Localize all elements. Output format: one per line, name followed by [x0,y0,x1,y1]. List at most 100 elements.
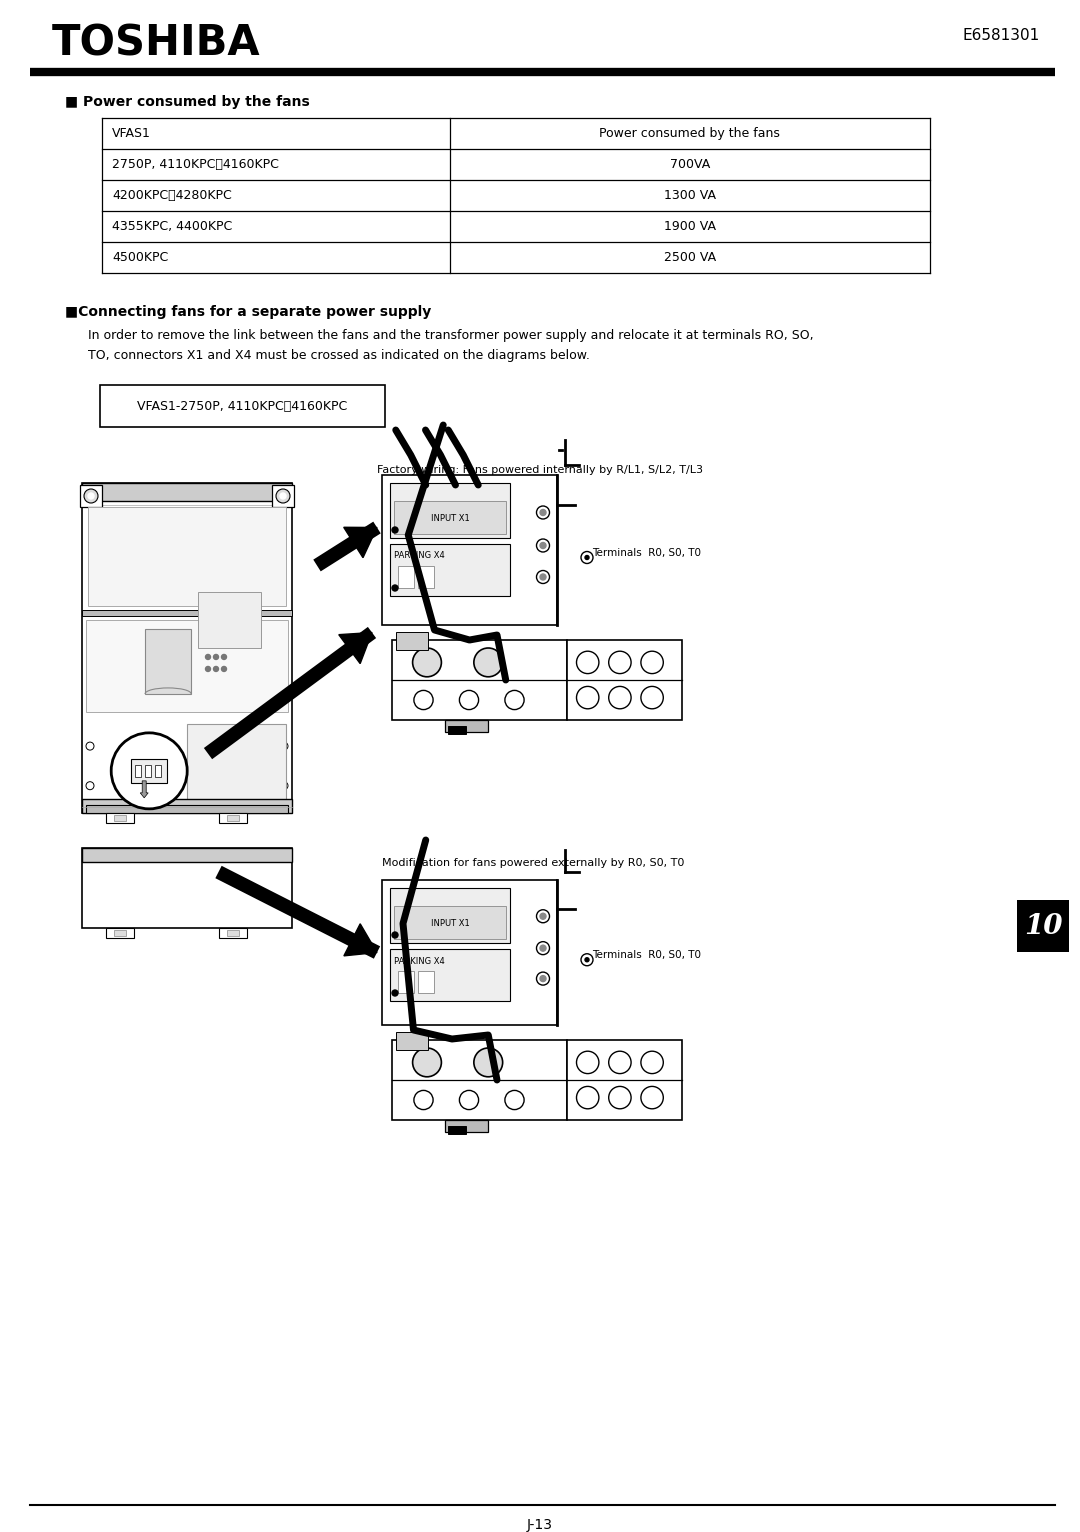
Bar [100,385,384,427]
Circle shape [577,651,599,674]
Bar [86,804,288,813]
Circle shape [577,1086,599,1109]
Circle shape [459,1091,478,1109]
Circle shape [111,732,187,809]
Text: 2750P, 4110KPC～4160KPC: 2750P, 4110KPC～4160KPC [112,158,279,172]
Circle shape [540,574,546,581]
Circle shape [84,489,98,502]
Circle shape [540,976,546,982]
Circle shape [221,654,227,659]
Circle shape [474,648,502,677]
Bar [106,813,134,823]
Circle shape [414,691,433,709]
Circle shape [280,741,288,751]
Bar [382,475,557,625]
Bar [1017,899,1069,951]
Circle shape [86,781,94,789]
Bar [399,565,414,588]
Bar [113,930,125,936]
Bar [396,1033,428,1049]
Polygon shape [339,633,372,663]
Bar [399,971,414,993]
Circle shape [414,1091,433,1109]
Bar [394,501,507,535]
Text: In order to remove the link between the fans and the transformer power supply an: In order to remove the link between the … [87,329,813,342]
Text: 700VA: 700VA [670,158,710,172]
Text: VFAS1: VFAS1 [112,127,151,139]
Bar [198,593,260,648]
Circle shape [609,686,631,709]
Bar [113,815,125,821]
Bar [567,640,681,720]
Text: 4500KPC: 4500KPC [112,251,168,264]
Text: 2500 VA: 2500 VA [664,251,716,264]
Bar [448,1126,465,1134]
Bar [135,764,141,777]
Circle shape [609,1051,631,1074]
Circle shape [392,527,399,533]
Circle shape [86,741,94,751]
Bar [131,758,167,783]
Bar [227,815,239,821]
Bar [390,889,510,944]
Bar [82,849,292,928]
Circle shape [537,973,550,985]
Text: PARKING X4: PARKING X4 [394,552,445,561]
Text: VFAS1-2750P, 4110KPC～4160KPC: VFAS1-2750P, 4110KPC～4160KPC [137,400,348,412]
Circle shape [540,510,546,515]
Polygon shape [343,924,377,956]
FancyArrow shape [140,781,148,798]
Circle shape [214,654,218,659]
Circle shape [581,954,593,965]
Circle shape [585,958,589,962]
Circle shape [280,781,288,789]
Bar [418,971,434,993]
Circle shape [585,556,589,559]
Circle shape [577,686,599,709]
Polygon shape [343,527,377,558]
Bar [394,905,507,939]
Circle shape [205,654,211,659]
Bar [445,1120,488,1132]
Bar [219,928,247,938]
Circle shape [276,489,291,502]
Circle shape [474,1048,502,1077]
Bar [448,726,465,734]
Circle shape [537,539,550,552]
Text: Terminals  R0, S0, T0: Terminals R0, S0, T0 [592,548,701,558]
Circle shape [609,651,631,674]
Circle shape [537,910,550,922]
Bar [392,1040,567,1120]
Text: Power consumed by the fans: Power consumed by the fans [599,127,781,139]
Bar [567,1040,681,1120]
Text: TO, connectors X1 and X4 must be crossed as indicated on the diagrams below.: TO, connectors X1 and X4 must be crossed… [87,349,590,362]
Bar [272,486,294,507]
Circle shape [640,686,663,709]
Bar [390,948,510,1000]
Text: Factory wiring: Fans powered internally by R/L1, S/L2, T/L3: Factory wiring: Fans powered internally … [377,466,703,475]
Bar [219,813,247,823]
Bar [187,725,286,809]
Bar [82,849,292,863]
Text: J-13: J-13 [527,1518,553,1532]
Circle shape [609,1086,631,1109]
Bar [445,720,488,732]
Circle shape [504,691,524,709]
Text: Terminals  R0, S0, T0: Terminals R0, S0, T0 [592,950,701,961]
Circle shape [214,666,218,671]
Circle shape [221,666,227,671]
Circle shape [540,945,546,951]
Text: 1300 VA: 1300 VA [664,188,716,202]
Bar [82,483,292,813]
Bar [156,764,161,777]
Bar [82,483,292,501]
Circle shape [459,691,478,709]
Bar [86,620,288,712]
Text: PARKING X4: PARKING X4 [394,956,445,965]
Text: 1900 VA: 1900 VA [664,221,716,233]
Text: ■ Power consumed by the fans: ■ Power consumed by the fans [65,95,310,109]
Bar [390,483,510,538]
Bar [382,879,557,1025]
Circle shape [581,552,593,564]
Circle shape [537,570,550,584]
